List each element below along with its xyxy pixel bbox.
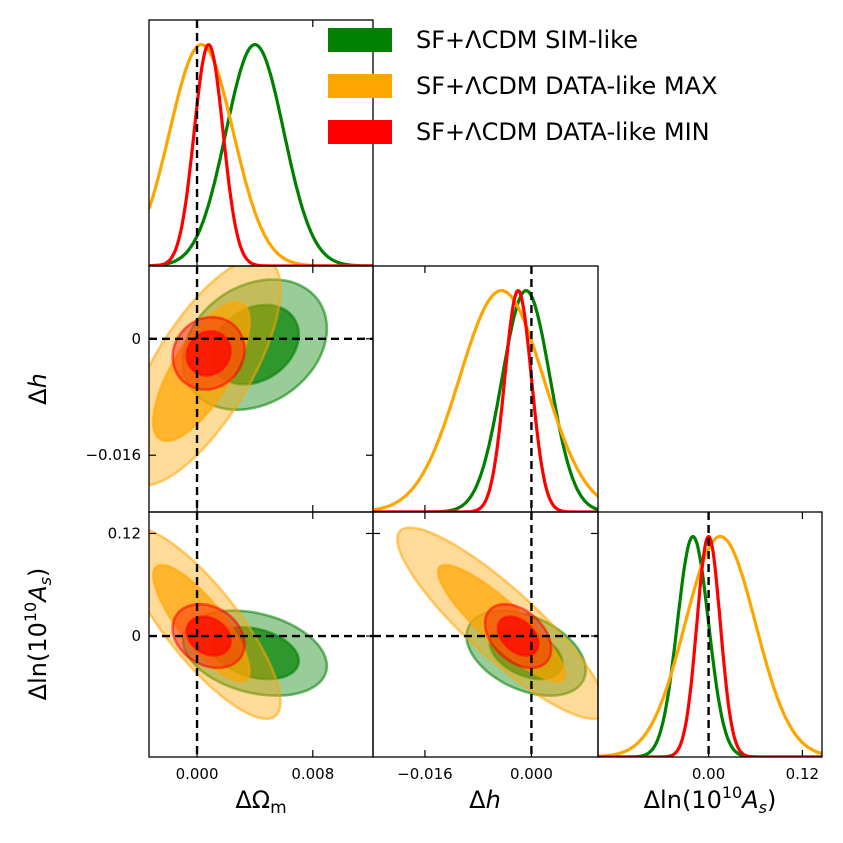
x-axis-label-h-main: Δ (469, 786, 486, 814)
x-tick-label-As: 0.00 (692, 765, 725, 783)
panel-As-vs-Om-contours (149, 528, 329, 721)
legend-label-1: SF+ΛCDM DATA-like MAX (416, 72, 717, 100)
y-tick-label-As: 0.12 (108, 524, 141, 542)
x-tick-label-h: −0.016 (397, 765, 453, 783)
x-axis-label-As-var: A (740, 786, 758, 814)
x-axis-label-As: Δln(1010As) (644, 783, 777, 817)
y-axis-label-As-sup: 10 (21, 602, 40, 622)
x-axis-label-As-main: Δln(10 (644, 786, 722, 814)
series-0-Om-marginal-curve (149, 43, 373, 266)
panel-frames-layer (148, 19, 823, 758)
y-tick-label-h: −0.016 (85, 446, 141, 464)
x-axis-label-Om-sub: m (270, 798, 287, 818)
series-2-As-marginal-curve (598, 535, 822, 757)
legend-swatch-1 (328, 74, 392, 98)
x-axis-label-As-sup: 10 (722, 783, 742, 802)
legend-label-2: SF+ΛCDM DATA-like MIN (416, 118, 710, 146)
x-axis-label-h: Δh (469, 786, 501, 814)
series-1-h-marginal-curve (373, 289, 598, 512)
y-axis-label-As-main: Δln(10 (24, 622, 52, 700)
legend-label-0: SF+ΛCDM SIM-like (416, 26, 638, 54)
panel-h-vs-Om-contours (149, 266, 329, 487)
panel-As-marginal (598, 534, 822, 757)
legend: SF+ΛCDM SIM-like SF+ΛCDM DATA-like MAX SF+… (328, 26, 717, 146)
panel-h-marginal (373, 289, 598, 512)
series-1-Om-marginal-curve (149, 43, 373, 266)
y-axis-label-As-close: ) (24, 568, 52, 577)
y-axis-label-As-var: A (24, 585, 52, 603)
y-axis-label-h-main: Δ (24, 388, 52, 405)
legend-swatch-2 (328, 120, 392, 144)
x-tick-label-Om: 0.000 (176, 765, 219, 783)
x-axis-label-Om: ΔΩm (235, 786, 286, 818)
reference-lines-layer (149, 20, 710, 757)
ticks-layer (149, 20, 803, 757)
x-axis-label-h-var: h (486, 786, 501, 814)
y-axis-label-As-var-sub: s (36, 577, 55, 585)
y-axis-label-As: Δln(1010As) (21, 568, 55, 701)
contour-fills-layer (149, 266, 598, 721)
panel-frame-As-As (597, 511, 823, 758)
x-tick-label-h: 0.000 (510, 765, 553, 783)
x-axis-label-As-var-sub: s (759, 798, 767, 817)
y-tick-label-As: 0 (131, 627, 141, 645)
x-axis-label-As-close: ) (767, 786, 776, 814)
series-0-h-marginal-curve (373, 289, 598, 512)
y-axis-label-h: Δh (24, 373, 52, 405)
y-axis-label-h-var: h (24, 373, 52, 388)
x-axis-label-Om-main: ΔΩ (235, 786, 270, 814)
labels-layer: 0.000 0.008 −0.016 0.000 0.00 0.12 0 −0.016 0.12… (21, 330, 819, 818)
x-tick-label-As: 0.12 (786, 765, 819, 783)
x-tick-label-Om: 0.008 (291, 765, 334, 783)
y-tick-label-h: 0 (131, 330, 141, 348)
series-2-h-marginal-curve (373, 289, 598, 512)
panel-As-vs-h-contours (395, 526, 598, 721)
series-1-As-marginal-curve (598, 534, 822, 757)
legend-swatch-0 (328, 28, 392, 52)
